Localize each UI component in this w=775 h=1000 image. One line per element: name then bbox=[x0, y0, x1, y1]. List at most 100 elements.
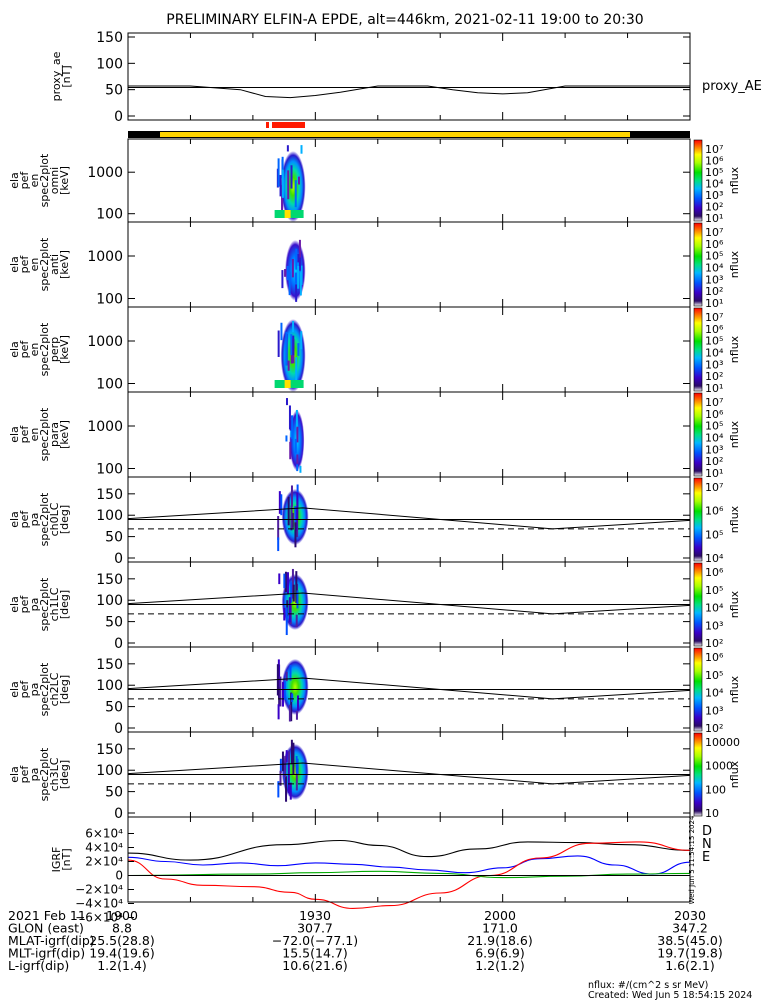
colorbar-label: nflux bbox=[728, 760, 741, 788]
spectrogram-streak bbox=[295, 614, 298, 628]
spectrogram-streak bbox=[281, 159, 284, 179]
spectrogram-streak bbox=[283, 681, 286, 700]
colorbar-tick-label: 10² bbox=[705, 722, 723, 735]
spectrogram-streak bbox=[285, 671, 288, 682]
y-tick-label: 50 bbox=[105, 615, 123, 631]
spectrogram-streak bbox=[279, 676, 282, 707]
igrf-series-extra bbox=[127, 870, 691, 879]
igrf-series-N bbox=[127, 855, 691, 875]
chart-title: PRELIMINARY ELFIN-A EPDE, alt=446km, 202… bbox=[166, 12, 643, 28]
y-label-line: ch1LC bbox=[48, 587, 61, 621]
y-tick-label: 150 bbox=[96, 657, 123, 673]
y-label-line: [keV] bbox=[58, 335, 71, 364]
annotation-value: 8.8 bbox=[112, 921, 132, 936]
spectrogram-streak bbox=[297, 343, 300, 356]
annotation-row-label: MLT-igrf(dip) bbox=[8, 946, 85, 961]
colorbar-label: nflux bbox=[728, 675, 741, 703]
spectrogram-streak bbox=[294, 180, 297, 208]
spectrogram-streak bbox=[288, 704, 291, 722]
spectrogram-streak bbox=[279, 770, 282, 786]
colorbar-tick-label: 10⁷ bbox=[705, 226, 723, 239]
spectrogram-streak bbox=[296, 426, 299, 443]
colorbar-tick-label: 10⁷ bbox=[705, 481, 723, 494]
spectrogram-streak bbox=[287, 360, 290, 371]
annotation-value: 1.2(1.2) bbox=[475, 958, 525, 973]
colorbar-tick-label: 100 bbox=[705, 783, 726, 796]
spectrogram-streak bbox=[295, 357, 298, 388]
y-tick-label: 100 bbox=[96, 593, 123, 609]
annotation-value: 10.6(21.6) bbox=[282, 958, 347, 973]
status-yellow bbox=[160, 132, 630, 137]
spectrogram-streak bbox=[296, 590, 299, 609]
y-label-line: spec2plot bbox=[38, 577, 51, 631]
colorbar-tick-label: 10⁶ bbox=[705, 651, 724, 664]
spectrogram-streak bbox=[296, 464, 299, 472]
spectrogram-streak bbox=[278, 491, 281, 514]
legend-D: D bbox=[702, 824, 712, 839]
y-tick-label: 1000 bbox=[87, 165, 123, 181]
legend-proxy-ae: proxy_AE bbox=[702, 79, 762, 94]
spectrogram-streak bbox=[292, 320, 295, 333]
spectrogram-streak bbox=[285, 435, 288, 442]
spectrogram-streak bbox=[283, 607, 286, 621]
colorbar-tick-label: 10⁵ bbox=[705, 420, 723, 433]
created-footnote: Created: Wed Jun 5 18:54:15 2024 bbox=[588, 990, 752, 1000]
spectrogram-streak bbox=[289, 786, 292, 796]
colorbar-tick-label: 10¹ bbox=[705, 467, 723, 480]
y-label-line: ela bbox=[8, 256, 21, 273]
y-tick-label: 100 bbox=[96, 763, 123, 779]
colorbar bbox=[693, 139, 703, 222]
annotation-value: 347.2 bbox=[672, 921, 708, 936]
y-tick-label: 100 bbox=[96, 56, 123, 72]
spectrogram-streak bbox=[300, 145, 303, 154]
y-label-line: spec2plot bbox=[38, 747, 51, 801]
spectrogram-streak bbox=[300, 331, 303, 350]
y-label-line: en bbox=[28, 428, 41, 442]
colorbar-label: nflux bbox=[728, 250, 741, 278]
y-tick-label: 100 bbox=[96, 508, 123, 524]
y-tick-label: 100 bbox=[96, 678, 123, 694]
y-label-line: [deg] bbox=[58, 505, 71, 534]
y-label-line: spec2plot bbox=[38, 407, 51, 461]
spectrogram-streak bbox=[296, 454, 299, 464]
spectrogram-streak bbox=[288, 597, 291, 623]
colorbar-tick-label: 10² bbox=[705, 285, 723, 298]
spectrogram-streak bbox=[277, 781, 280, 798]
y-label-line: perp bbox=[48, 337, 61, 362]
annotation-value: 38.5(45.0) bbox=[657, 933, 722, 948]
plot-frame bbox=[127, 306, 691, 393]
y-tick-label: −6×10⁴ bbox=[75, 911, 123, 925]
annotation-value: 1930 bbox=[299, 908, 331, 923]
spectrogram-streak bbox=[277, 537, 280, 552]
y-label-line: spec2plot bbox=[38, 237, 51, 291]
spectrogram-streak bbox=[285, 331, 288, 366]
spectrogram-streak bbox=[294, 438, 297, 454]
spectrogram-streak bbox=[290, 505, 293, 529]
side-timestamp: Wed Jun 5 11:54:15 2024 bbox=[688, 815, 696, 904]
spectrogram-streak bbox=[295, 248, 298, 270]
annotation-value: 1.6(2.1) bbox=[665, 958, 715, 973]
y-label-line: [deg] bbox=[58, 760, 71, 789]
colorbar bbox=[693, 392, 703, 477]
y-tick-label: 150 bbox=[96, 487, 123, 503]
spectrogram-streak bbox=[285, 776, 288, 802]
spectrogram-streak bbox=[295, 571, 298, 603]
spectrogram-streak bbox=[280, 322, 283, 341]
annotation-value: 1.2(1.4) bbox=[97, 958, 147, 973]
spectrogram-streak bbox=[296, 758, 299, 774]
spectrogram-streak bbox=[291, 512, 294, 528]
spectrogram-streak bbox=[299, 465, 302, 473]
y-tick-label: 2×10⁴ bbox=[85, 855, 123, 869]
y-tick-label: 50 bbox=[105, 83, 123, 99]
spectrogram-low-energy-spot bbox=[284, 210, 291, 218]
spectrogram-streak bbox=[290, 692, 293, 722]
spectrogram-streak bbox=[286, 572, 289, 594]
colorbar-tick-label: 10⁶ bbox=[705, 323, 724, 336]
y-label-line: proxy_ae bbox=[50, 51, 63, 101]
y-label-line: omni bbox=[48, 167, 61, 194]
annotation-value: 19.4(19.6) bbox=[89, 946, 154, 961]
units-footnote: nflux: #/(cm^2 s sr MeV) bbox=[588, 980, 708, 991]
